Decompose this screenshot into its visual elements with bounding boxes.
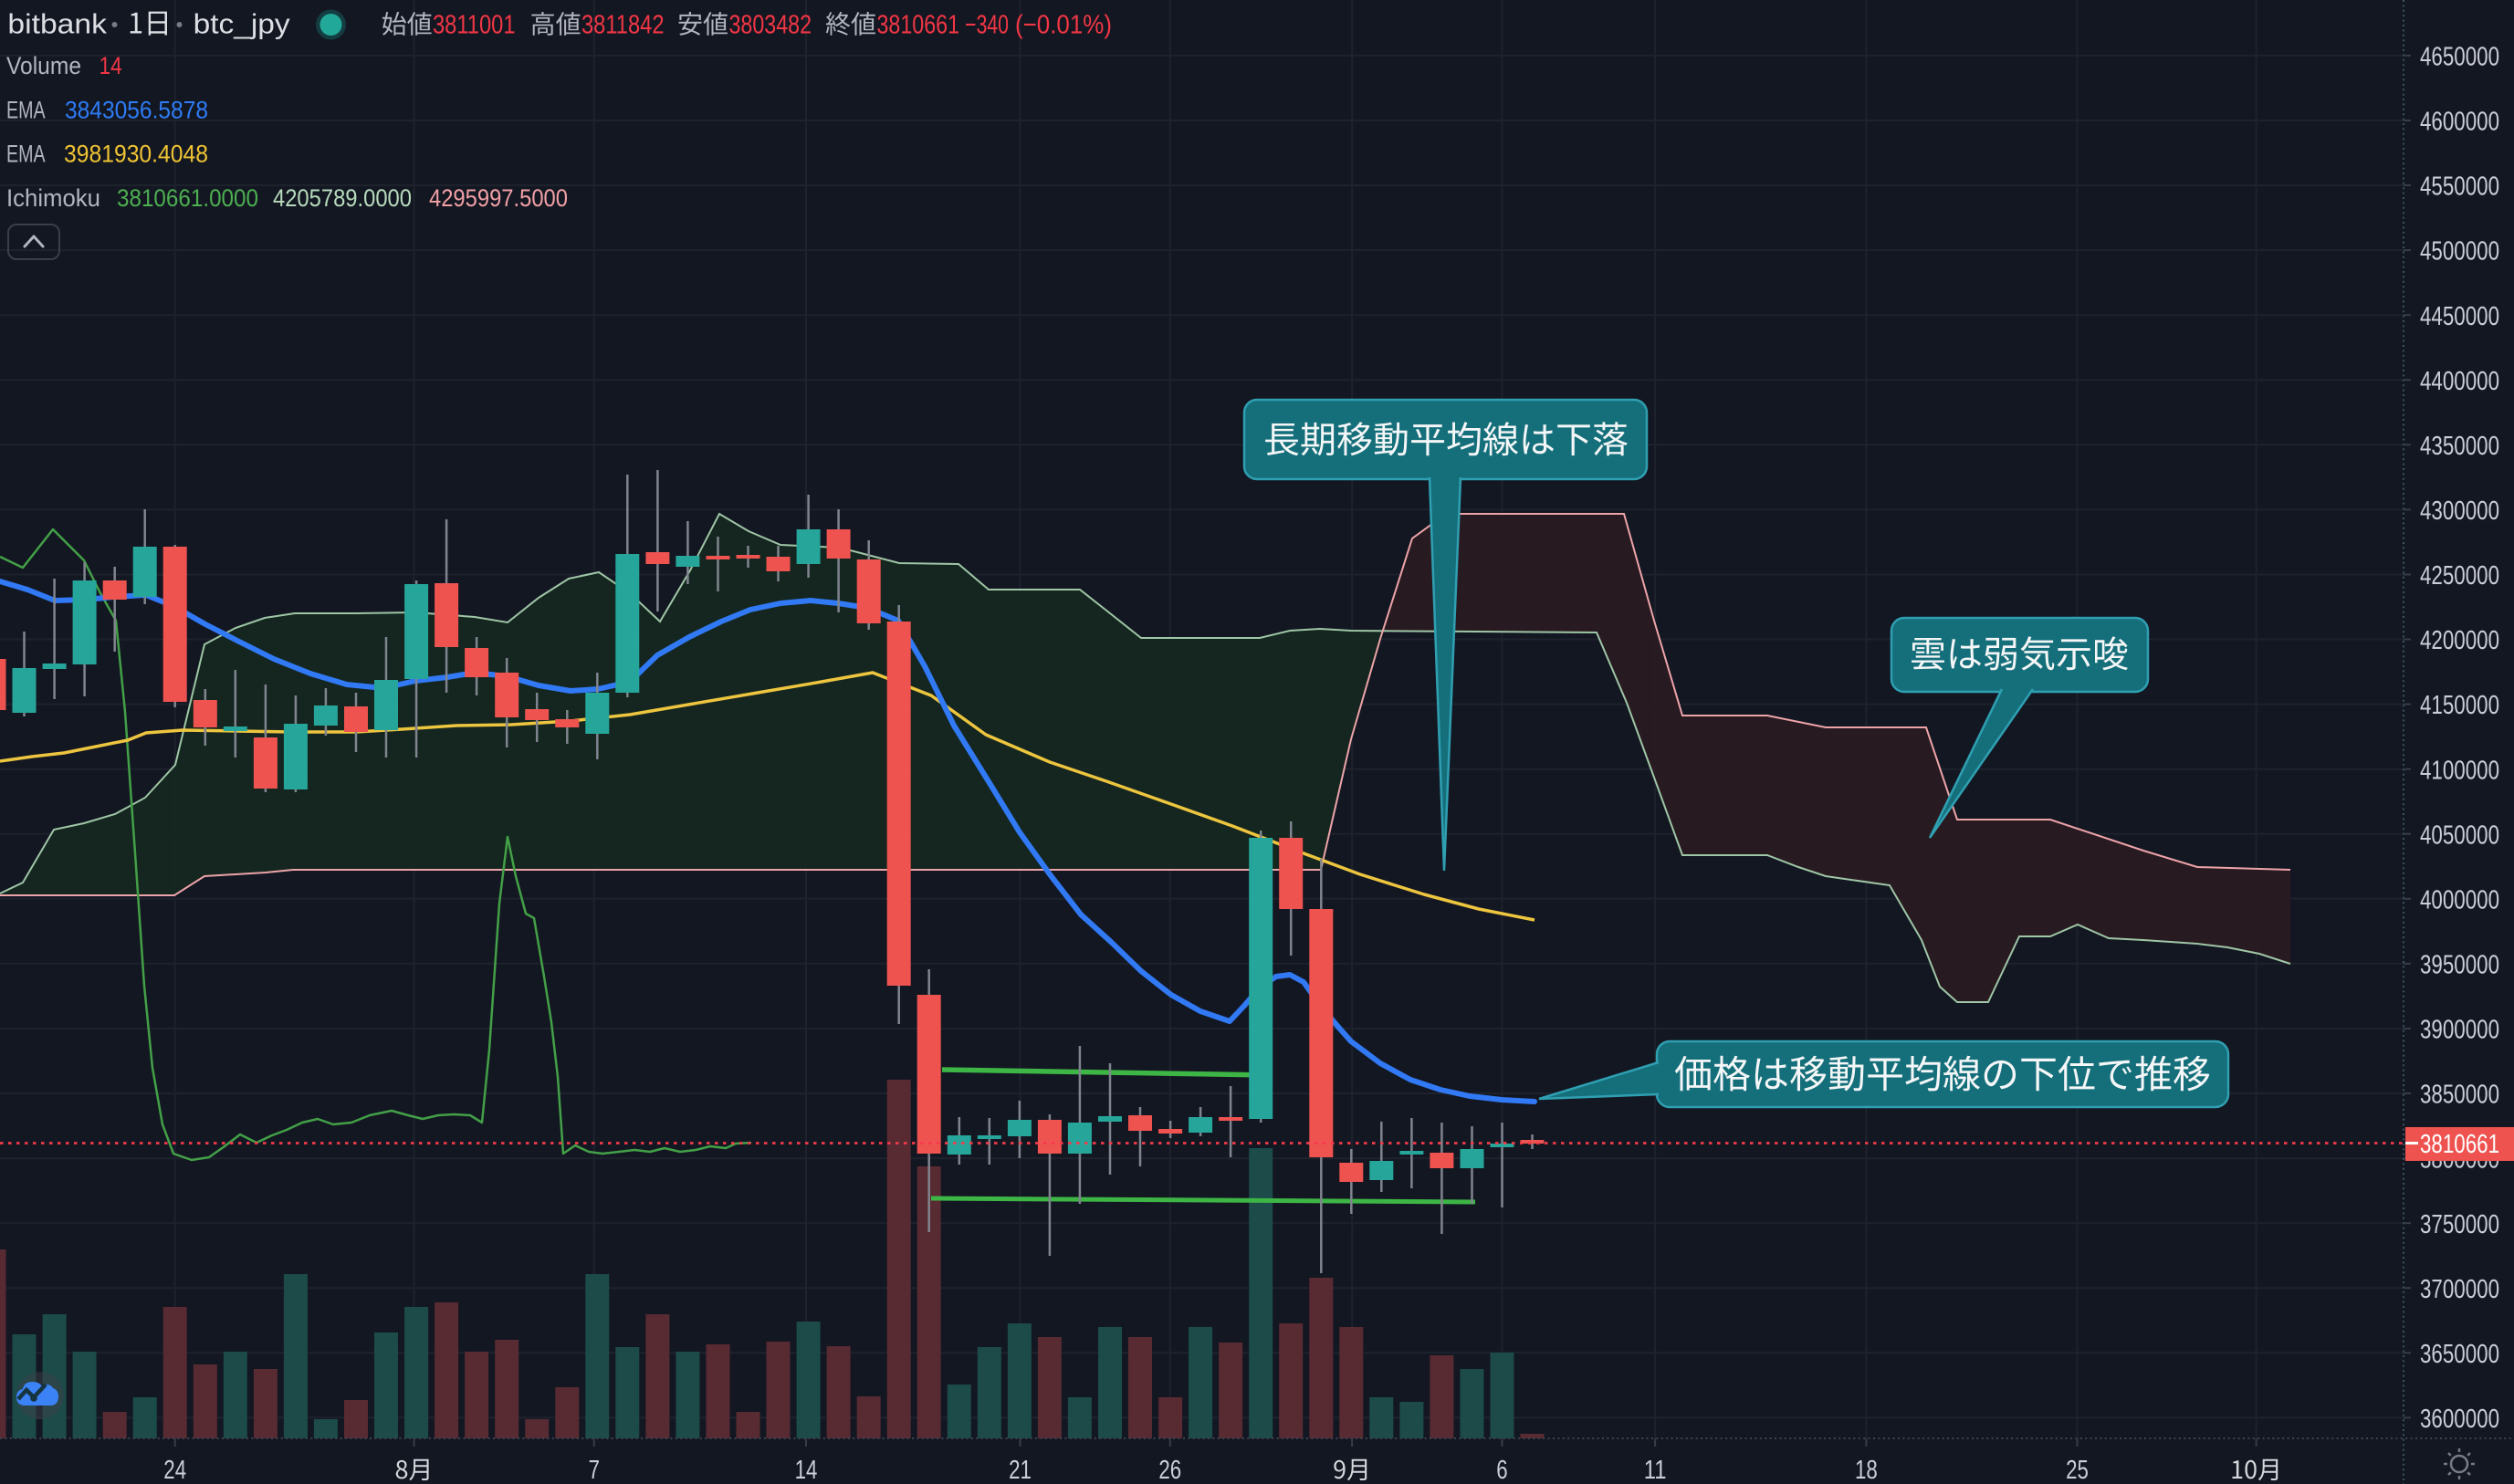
svg-text:4295997.5000: 4295997.5000 xyxy=(429,184,568,212)
svg-text:3811842: 3811842 xyxy=(581,11,665,40)
svg-text:bitbank: bitbank xyxy=(7,8,107,40)
svg-text:3843056.5878: 3843056.5878 xyxy=(65,97,208,124)
svg-text:7: 7 xyxy=(589,1456,600,1484)
svg-text:EMA: EMA xyxy=(6,97,46,124)
svg-text:3650000: 3650000 xyxy=(2420,1340,2499,1369)
svg-text:4450000: 4450000 xyxy=(2420,302,2499,331)
svg-text:3700000: 3700000 xyxy=(2420,1275,2499,1304)
svg-text:4400000: 4400000 xyxy=(2420,367,2499,396)
svg-text:4300000: 4300000 xyxy=(2420,496,2499,526)
svg-text:3811001: 3811001 xyxy=(433,11,516,40)
svg-text:4550000: 4550000 xyxy=(2420,172,2499,202)
svg-text:btc_jpy: btc_jpy xyxy=(194,8,291,40)
svg-text:3810661: 3810661 xyxy=(877,11,960,40)
svg-text:EMA: EMA xyxy=(6,141,46,168)
svg-text:14: 14 xyxy=(100,52,122,79)
svg-text:3810661: 3810661 xyxy=(2420,1130,2499,1159)
svg-text:21: 21 xyxy=(1009,1456,1032,1484)
svg-text:4205789.0000: 4205789.0000 xyxy=(273,184,412,212)
svg-text:−340: −340 xyxy=(965,11,1009,40)
svg-text:25: 25 xyxy=(2066,1456,2089,1484)
svg-text:3803482: 3803482 xyxy=(729,11,812,40)
svg-text:(−0.01%): (−0.01%) xyxy=(1015,11,1112,40)
svg-text:6: 6 xyxy=(1496,1456,1507,1484)
svg-text:4000000: 4000000 xyxy=(2420,885,2499,914)
svg-text:4350000: 4350000 xyxy=(2420,432,2499,461)
svg-text:4650000: 4650000 xyxy=(2420,43,2499,72)
svg-text:3950000: 3950000 xyxy=(2420,951,2499,980)
svg-text:3850000: 3850000 xyxy=(2420,1081,2499,1110)
svg-text:4050000: 4050000 xyxy=(2420,820,2499,850)
svg-text:3810661.0000: 3810661.0000 xyxy=(117,184,258,212)
svg-text:14: 14 xyxy=(795,1456,818,1484)
svg-text:Ichimoku: Ichimoku xyxy=(6,184,100,212)
svg-text:4150000: 4150000 xyxy=(2420,691,2499,720)
svg-text:4600000: 4600000 xyxy=(2420,108,2499,137)
svg-text:4500000: 4500000 xyxy=(2420,237,2499,266)
svg-text:4250000: 4250000 xyxy=(2420,561,2499,590)
svg-text:Volume: Volume xyxy=(6,52,81,79)
svg-text:26: 26 xyxy=(1158,1456,1181,1484)
svg-text:3600000: 3600000 xyxy=(2420,1405,2499,1434)
svg-text:11: 11 xyxy=(1644,1456,1667,1484)
svg-text:3900000: 3900000 xyxy=(2420,1016,2499,1045)
svg-text:24: 24 xyxy=(163,1456,186,1484)
svg-text:4100000: 4100000 xyxy=(2420,756,2499,785)
svg-text:3981930.4048: 3981930.4048 xyxy=(64,141,208,168)
svg-text:4200000: 4200000 xyxy=(2420,626,2499,655)
svg-text:18: 18 xyxy=(1855,1456,1878,1484)
svg-text:3750000: 3750000 xyxy=(2420,1210,2499,1239)
